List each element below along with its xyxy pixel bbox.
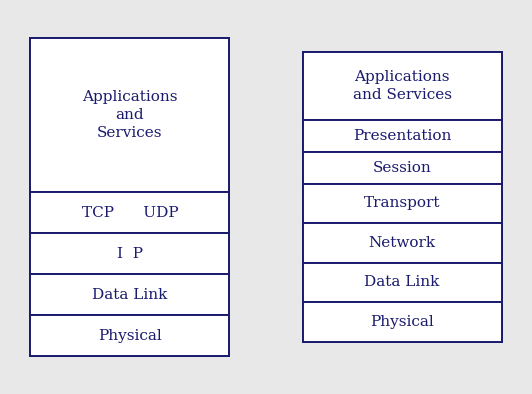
Text: Physical: Physical bbox=[98, 329, 162, 343]
Text: Data Link: Data Link bbox=[364, 275, 440, 289]
Bar bbox=[303, 52, 502, 342]
Bar bbox=[303, 302, 502, 342]
Bar bbox=[30, 274, 229, 315]
Bar bbox=[30, 233, 229, 274]
Bar bbox=[303, 262, 502, 302]
Text: Data Link: Data Link bbox=[92, 288, 168, 302]
Bar bbox=[30, 38, 229, 356]
Text: TCP      UDP: TCP UDP bbox=[81, 206, 178, 220]
Text: Applications
and Services: Applications and Services bbox=[353, 70, 452, 102]
Text: Transport: Transport bbox=[364, 196, 440, 210]
Bar bbox=[303, 184, 502, 223]
Text: Session: Session bbox=[373, 161, 431, 175]
Bar bbox=[30, 315, 229, 356]
Bar bbox=[30, 192, 229, 233]
Bar bbox=[303, 120, 502, 152]
Text: Physical: Physical bbox=[370, 315, 434, 329]
Text: Applications
and
Services: Applications and Services bbox=[82, 90, 178, 140]
Bar bbox=[303, 152, 502, 184]
Text: Presentation: Presentation bbox=[353, 129, 451, 143]
Bar bbox=[303, 223, 502, 262]
Text: Network: Network bbox=[369, 236, 436, 250]
Text: I  P: I P bbox=[117, 247, 143, 261]
Bar bbox=[30, 38, 229, 192]
Bar bbox=[303, 52, 502, 120]
